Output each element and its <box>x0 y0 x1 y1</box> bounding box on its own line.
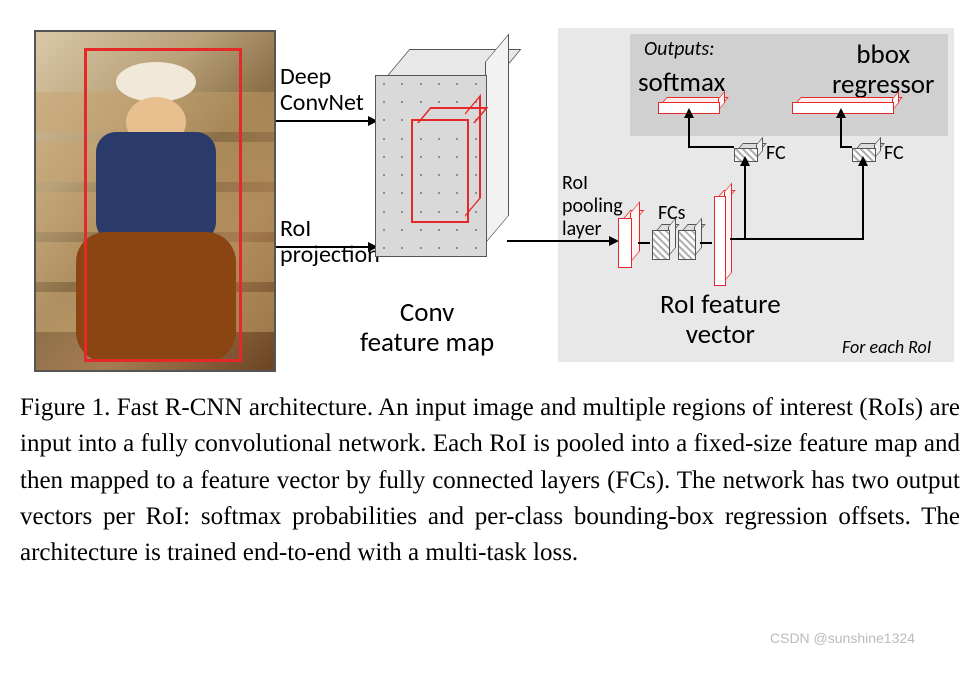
label-fc-bbox: FC <box>884 142 904 164</box>
label-fc-softmax: FC <box>766 142 786 164</box>
arrow-softmaxfc-out-head <box>684 108 694 118</box>
label-roi-feature-vector: RoI feature vector <box>660 290 781 349</box>
arrow-bboxfc-h <box>840 146 852 148</box>
label-fcs: FCs <box>658 202 686 224</box>
watermark: CSDN @sunshine1324 <box>770 630 915 646</box>
arrow-bboxfc-out-head <box>836 108 846 118</box>
input-roi-box <box>84 48 242 362</box>
label-for-each-roi: For each RoI <box>842 338 931 358</box>
label-deep-convnet: Deep ConvNet <box>280 64 364 117</box>
arrow-softmaxfc-h <box>688 146 734 148</box>
arrow-to-bbox-fc <box>862 164 864 240</box>
label-bbox: bbox regressor <box>832 40 934 99</box>
input-image <box>34 30 276 372</box>
label-conv-feature-map: Conv feature map <box>360 298 494 357</box>
arrow-bboxfc-out <box>840 116 842 146</box>
fc1-block <box>652 230 670 260</box>
arrow-to-softmax-fc <box>744 164 746 238</box>
label-roi-projection: RoI projection <box>280 216 380 269</box>
figure-container: Deep ConvNet RoI projection Conv feature… <box>20 20 960 571</box>
roi-projection-box <box>411 119 469 223</box>
arrow-softmaxfc-out <box>688 116 690 146</box>
arrow-vec-split-h <box>730 238 864 240</box>
fc2-block <box>678 230 696 260</box>
label-softmax: softmax <box>638 68 725 98</box>
label-outputs: Outputs: <box>644 38 714 60</box>
architecture-diagram: Deep ConvNet RoI projection Conv feature… <box>20 20 960 380</box>
label-roi-pooling: RoI pooling layer <box>562 172 623 241</box>
arrow-to-softmax-fc-head <box>740 156 750 166</box>
arrow-deep-convnet <box>276 120 370 122</box>
arrow-pool-fc <box>638 242 650 244</box>
arrow-to-bbox-fc-head <box>858 156 868 166</box>
arrow-fc-vec <box>700 242 712 244</box>
figure-caption: Figure 1. Fast R-CNN architecture. An in… <box>20 390 960 571</box>
